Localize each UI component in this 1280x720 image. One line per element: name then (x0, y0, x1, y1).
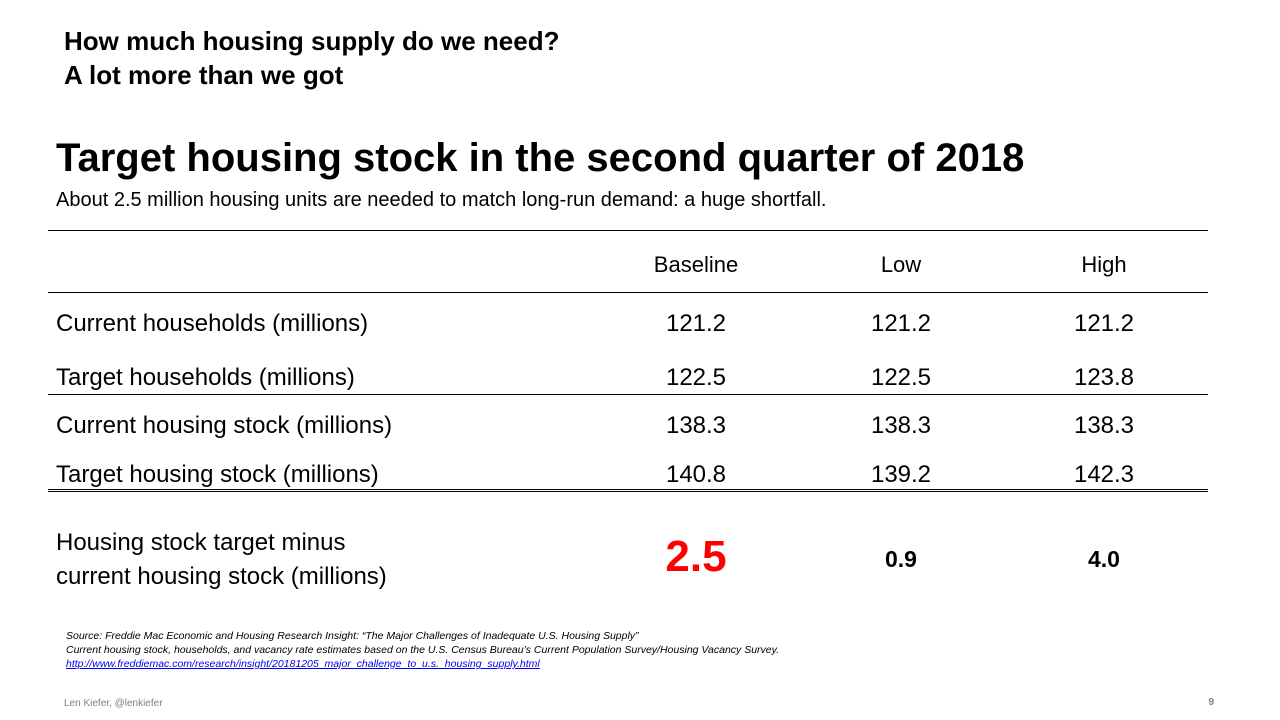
slide-header: How much housing supply do we need? A lo… (64, 24, 559, 92)
cell-current-households-baseline: 121.2 (665, 310, 727, 337)
source-line-1: Source: Freddie Mac Economic and Housing… (66, 630, 639, 642)
table-bottom-double-rule (48, 489, 1208, 492)
cell-current-housing-stock-baseline: 138.3 (665, 412, 727, 439)
header-line-1: How much housing supply do we need? (64, 26, 560, 56)
gap-label-line-2: current housing stock (millions) (56, 563, 387, 590)
table-mid-rule (48, 394, 1208, 395)
cell-target-households-low: 122.5 (870, 364, 932, 391)
cell-target-housing-stock-high: 142.3 (1073, 461, 1135, 488)
cell-current-households-high: 121.2 (1073, 310, 1135, 337)
cell-target-housing-stock-baseline: 140.8 (665, 461, 727, 488)
gap-value-low: 0.9 (885, 546, 917, 572)
row-label-target-housing-stock: Target housing stock (millions) (56, 461, 379, 488)
page-title: Target housing stock in the second quart… (56, 136, 1025, 180)
table-top-rule (48, 230, 1208, 231)
row-label-current-households: Current households (millions) (56, 310, 369, 337)
source-link[interactable]: http://www.freddiemac.com/research/insig… (66, 658, 540, 670)
column-header-baseline: Baseline (653, 252, 739, 277)
row-label-current-housing-stock: Current housing stock (millions) (56, 412, 393, 439)
cell-current-housing-stock-low: 138.3 (870, 412, 932, 439)
header-line-2: A lot more than we got (64, 60, 344, 90)
gap-value-high: 4.0 (1088, 546, 1120, 572)
page-subtitle: About 2.5 million housing units are need… (56, 189, 827, 211)
gap-value-baseline: 2.5 (665, 532, 727, 581)
cell-current-households-low: 121.2 (870, 310, 932, 337)
gap-label-line-1: Housing stock target minus (56, 529, 346, 556)
table-header-rule (48, 292, 1208, 293)
cell-target-housing-stock-low: 139.2 (870, 461, 932, 488)
row-label-target-households: Target households (millions) (56, 364, 355, 391)
cell-current-housing-stock-high: 138.3 (1073, 412, 1135, 439)
page-number: 9 (1208, 697, 1214, 708)
cell-target-households-high: 123.8 (1073, 364, 1135, 391)
source-note: Source: Freddie Mac Economic and Housing… (66, 629, 779, 671)
column-header-high: High (1081, 252, 1127, 277)
footer-author: Len Kiefer, @lenkiefer (64, 698, 163, 709)
cell-target-households-baseline: 122.5 (665, 364, 727, 391)
column-header-low: Low (880, 252, 922, 277)
row-label-housing-gap: Housing stock target minus current housi… (56, 526, 387, 594)
source-line-2: Current housing stock, households, and v… (66, 644, 780, 656)
